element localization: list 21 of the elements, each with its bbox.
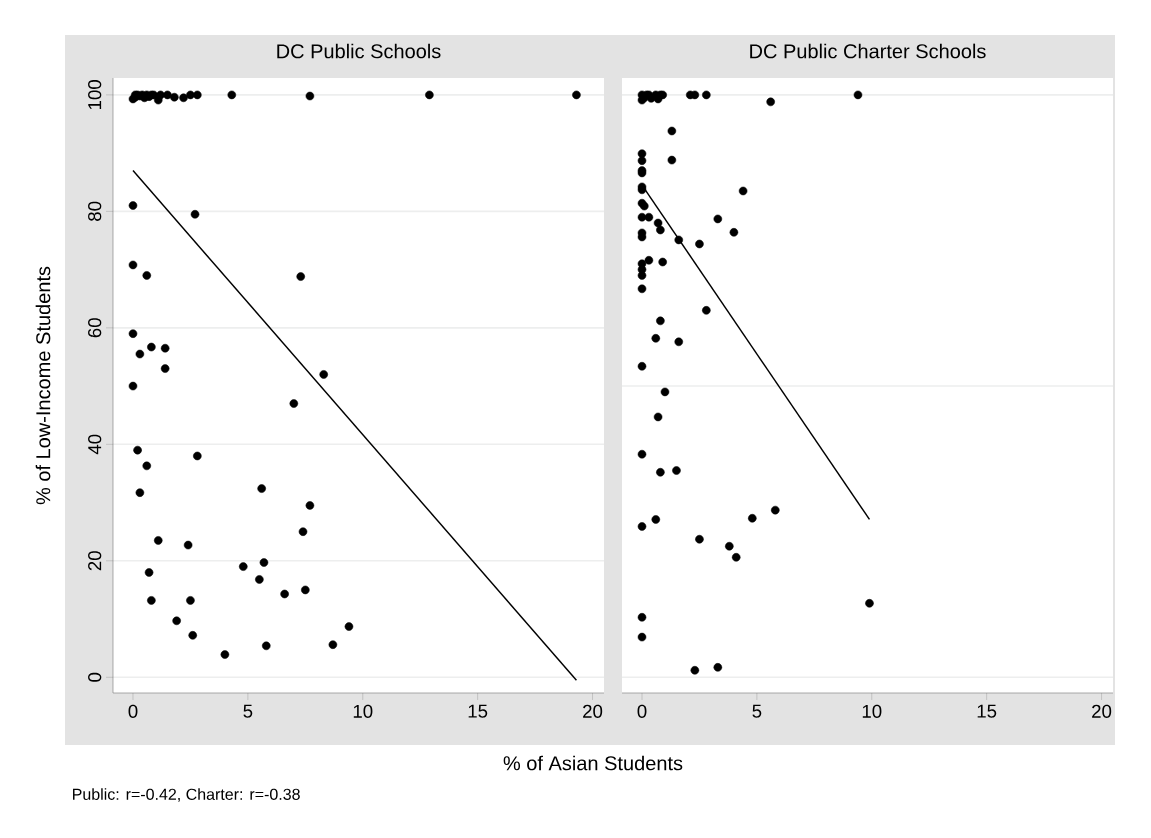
y-tick-label: 20 [88, 551, 102, 571]
x-axis-title: % of Asian Students [503, 755, 683, 771]
x-tick-label: 20 [583, 704, 603, 718]
y-tick-label: 60 [88, 318, 102, 338]
x-tick-label: 15 [468, 704, 488, 718]
x-tick-label: 10 [353, 704, 373, 718]
x-tick-label: 15 [977, 704, 997, 718]
text: Public: r=-0.42, Charter: r=-0.38 [73, 788, 300, 802]
x-tick-label: 20 [1092, 704, 1112, 718]
y-tick-label: 100 [88, 80, 102, 110]
x-tick-label: 10 [862, 704, 882, 718]
x-tick-label: 5 [243, 704, 253, 718]
chart-title: DC Public Charter Schools [750, 43, 986, 59]
x-tick-label: 0 [128, 704, 138, 718]
y-tick-label: 80 [88, 201, 102, 221]
y-tick-label: 40 [88, 434, 102, 455]
x-tick-label: 0 [637, 704, 647, 718]
chart-title: DC Public Schools [277, 43, 441, 59]
x-tick-label: 5 [752, 704, 762, 718]
y-tick-label: 0 [88, 672, 102, 682]
y-axis-title: % of Low-Income Students [35, 266, 51, 505]
